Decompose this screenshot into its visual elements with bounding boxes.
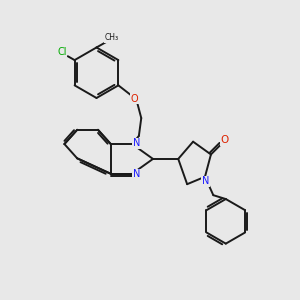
Text: N: N	[133, 169, 140, 179]
Text: Cl: Cl	[57, 47, 67, 57]
Text: CH₃: CH₃	[104, 33, 118, 42]
Text: O: O	[131, 94, 139, 104]
Text: O: O	[221, 136, 229, 146]
Text: N: N	[133, 139, 140, 148]
Text: N: N	[202, 176, 209, 186]
